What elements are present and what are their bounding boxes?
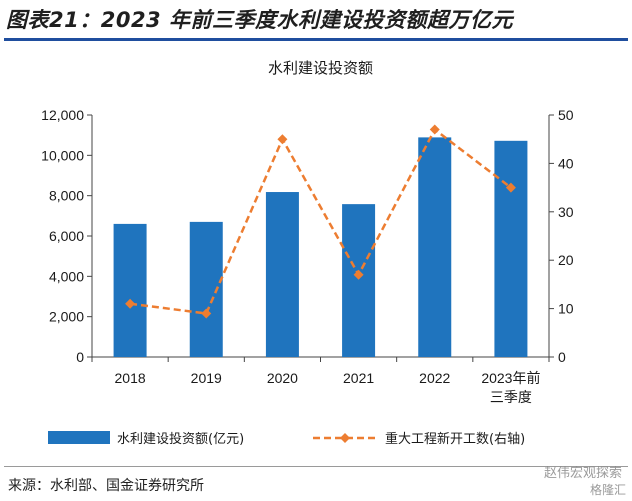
- legend-line-marker: [340, 433, 350, 443]
- line-point: [429, 124, 440, 135]
- watermark-sub: 格隆汇: [589, 483, 626, 497]
- source-rule: [4, 466, 628, 467]
- line-point: [353, 269, 364, 280]
- line-point: [277, 134, 288, 145]
- series-line: [129, 127, 512, 315]
- y-right-tick-label: 10: [558, 301, 574, 317]
- bar: [494, 140, 528, 357]
- y-right-tick-label: 50: [558, 107, 574, 123]
- y-left-tick-label: 2,000: [49, 309, 84, 325]
- bar: [342, 204, 376, 357]
- title-rule: [4, 38, 628, 41]
- bar: [418, 137, 452, 357]
- y-left-tick-label: 6,000: [49, 228, 84, 244]
- legend-line-label: 重大工程新开工数(右轴): [385, 431, 525, 447]
- y-right-tick-label: 20: [558, 252, 574, 268]
- x-tick-label: 2019: [191, 370, 222, 386]
- chart-title: 水利建设投资额: [268, 59, 373, 77]
- figure-title: 图表21：2023 年前三季度水利建设投资额超万亿元: [6, 8, 513, 32]
- legend-bar-swatch: [48, 431, 110, 444]
- x-tick-label: 2021: [343, 370, 374, 386]
- y-right-tick-label: 0: [558, 349, 566, 365]
- y-left-tick-label: 12,000: [41, 107, 84, 123]
- chart: 水利建设投资额 0 2,000 4,000 6,000 8,000 10,000 12,000…: [41, 59, 574, 447]
- y-left-tick-label: 10,000: [41, 147, 84, 163]
- x-tick-label: 2018: [115, 370, 146, 386]
- x-tick-label: 2023年前: [481, 370, 540, 386]
- x-tick-label: 2020: [267, 370, 298, 386]
- y-left-tick-label: 0: [76, 349, 84, 365]
- y-right-tick-label: 30: [558, 204, 574, 220]
- y-left-tick-label: 8,000: [49, 188, 84, 204]
- line-point: [505, 182, 516, 193]
- line-point: [125, 298, 136, 309]
- y-right-tick-label: 40: [558, 155, 574, 171]
- source-note: 来源：水利部、国金证券研究所: [8, 478, 204, 494]
- line-point: [201, 308, 212, 319]
- figure-header: 图表21：2023 年前三季度水利建设投资额超万亿元: [0, 0, 632, 44]
- bar: [113, 223, 147, 357]
- x-tick-label: 2022: [419, 370, 450, 386]
- y-left-tick-label: 4,000: [49, 268, 84, 284]
- watermark: 赵伟宏观探索: [543, 466, 622, 481]
- legend-bar-label: 水利建设投资额(亿元): [117, 431, 244, 447]
- bar: [265, 192, 299, 357]
- x-tick-label: 三季度: [490, 389, 532, 405]
